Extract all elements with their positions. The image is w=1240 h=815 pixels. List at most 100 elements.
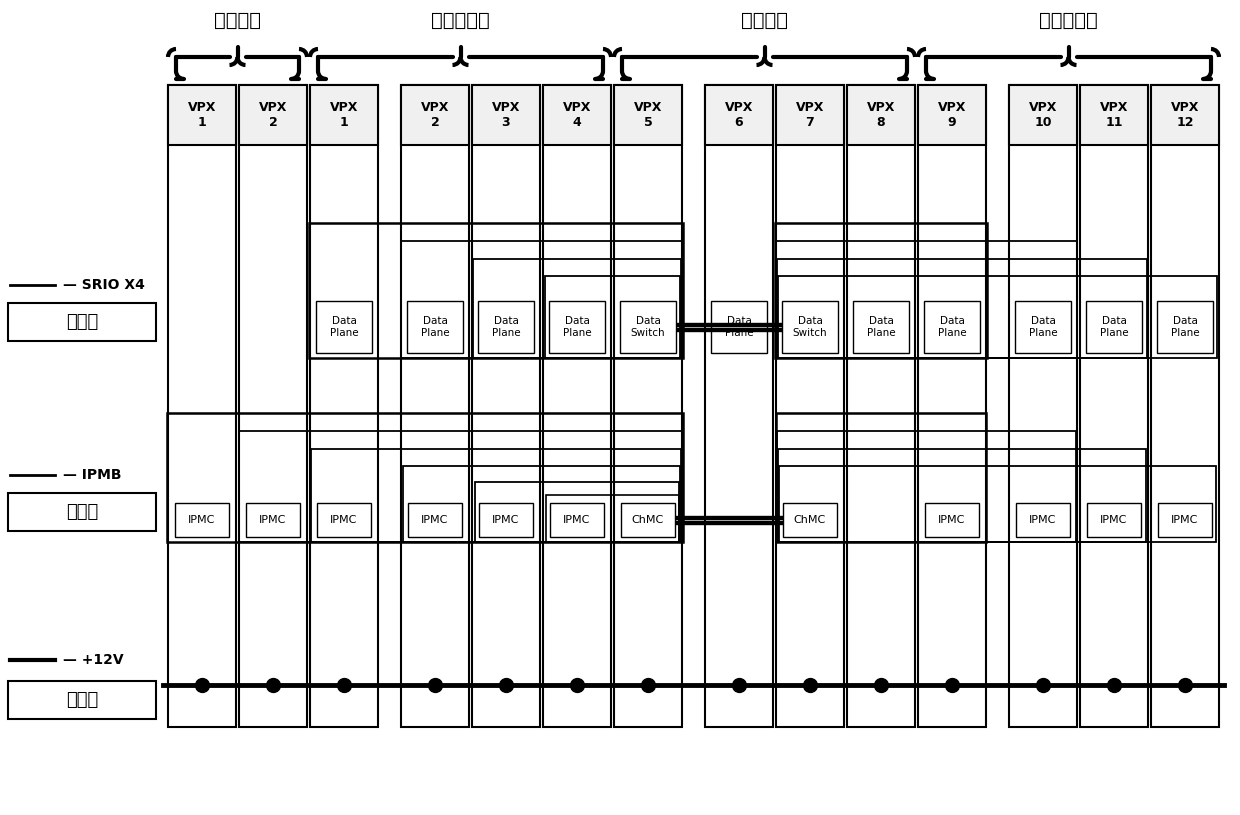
- Text: VPX
11: VPX 11: [1100, 101, 1128, 129]
- Text: IPMC: IPMC: [422, 515, 449, 525]
- Bar: [777, 449, 1146, 542]
- Bar: [782, 301, 838, 353]
- Bar: [1009, 85, 1078, 145]
- Text: Data
Plane: Data Plane: [1171, 316, 1199, 337]
- Bar: [310, 85, 378, 145]
- Bar: [924, 301, 980, 353]
- Text: VPX
10: VPX 10: [1029, 101, 1058, 129]
- Bar: [1151, 85, 1219, 727]
- Text: VPX
6: VPX 6: [725, 101, 753, 129]
- Bar: [1080, 85, 1148, 727]
- Text: VPX
4: VPX 4: [563, 101, 591, 129]
- Bar: [472, 259, 681, 358]
- Bar: [779, 466, 1216, 542]
- Text: Data
Plane: Data Plane: [867, 316, 895, 337]
- Bar: [546, 495, 680, 542]
- Text: 管理层: 管理层: [66, 503, 98, 521]
- Bar: [310, 85, 378, 727]
- Bar: [239, 85, 308, 727]
- Text: Data
Plane: Data Plane: [724, 316, 754, 337]
- Bar: [847, 85, 915, 727]
- Bar: [1016, 503, 1070, 537]
- Text: — IPMB: — IPMB: [63, 468, 122, 482]
- Bar: [706, 85, 773, 727]
- Text: IPMC: IPMC: [492, 515, 520, 525]
- Text: ChMC: ChMC: [794, 515, 826, 525]
- Text: VPX
9: VPX 9: [937, 101, 966, 129]
- Text: Data
Plane: Data Plane: [420, 316, 449, 337]
- Bar: [1157, 301, 1213, 353]
- Bar: [1016, 301, 1071, 353]
- Bar: [847, 85, 915, 145]
- Bar: [477, 301, 534, 353]
- Text: IPMC: IPMC: [259, 515, 286, 525]
- Bar: [7, 681, 156, 719]
- Text: IPMC: IPMC: [1029, 515, 1056, 525]
- Text: 数据层: 数据层: [66, 313, 98, 331]
- Text: VPX
2: VPX 2: [259, 101, 288, 129]
- Bar: [776, 413, 986, 542]
- Bar: [401, 85, 469, 727]
- Text: 交换单元: 交换单元: [742, 11, 787, 29]
- Text: Data
Plane: Data Plane: [937, 316, 966, 337]
- Text: VPX
8: VPX 8: [867, 101, 895, 129]
- Text: IPMC: IPMC: [939, 515, 966, 525]
- Text: VPX
1: VPX 1: [187, 101, 216, 129]
- Text: Data
Switch: Data Switch: [792, 316, 827, 337]
- Text: Data
Plane: Data Plane: [492, 316, 521, 337]
- Bar: [401, 85, 469, 145]
- Bar: [776, 85, 844, 145]
- Bar: [175, 503, 229, 537]
- Bar: [239, 431, 682, 542]
- Bar: [311, 449, 681, 542]
- Bar: [309, 223, 683, 358]
- Bar: [1151, 85, 1219, 145]
- Bar: [246, 503, 300, 537]
- Bar: [7, 303, 156, 341]
- Text: Data
Plane: Data Plane: [1100, 316, 1128, 337]
- Bar: [316, 301, 372, 353]
- Text: — +12V: — +12V: [63, 653, 124, 667]
- Bar: [711, 301, 768, 353]
- Bar: [777, 259, 1147, 358]
- Bar: [1086, 301, 1142, 353]
- Bar: [543, 85, 611, 727]
- Bar: [479, 503, 533, 537]
- Bar: [1087, 503, 1141, 537]
- Bar: [472, 85, 539, 145]
- Bar: [7, 493, 156, 531]
- Bar: [546, 276, 680, 358]
- Text: VPX
12: VPX 12: [1171, 101, 1199, 129]
- Text: Data
Plane: Data Plane: [1029, 316, 1058, 337]
- Text: IPMC: IPMC: [1100, 515, 1127, 525]
- Bar: [239, 85, 308, 145]
- Bar: [775, 223, 987, 358]
- Bar: [317, 503, 371, 537]
- Bar: [167, 85, 236, 145]
- Bar: [776, 241, 1078, 358]
- Text: IPMC: IPMC: [188, 515, 216, 525]
- Bar: [401, 241, 682, 358]
- Bar: [549, 301, 605, 353]
- Bar: [1158, 503, 1211, 537]
- Bar: [403, 466, 680, 542]
- Text: Data
Switch: Data Switch: [631, 316, 666, 337]
- Text: — SRIO X4: — SRIO X4: [63, 278, 145, 292]
- Bar: [543, 85, 611, 145]
- Bar: [782, 503, 837, 537]
- Text: VPX
7: VPX 7: [796, 101, 825, 129]
- Bar: [472, 85, 539, 727]
- Text: 计算机单元: 计算机单元: [432, 11, 490, 29]
- Text: 电源单元: 电源单元: [215, 11, 260, 29]
- Text: ChMC: ChMC: [632, 515, 665, 525]
- Text: VPX
5: VPX 5: [634, 101, 662, 129]
- Text: Data
Plane: Data Plane: [330, 316, 358, 337]
- Bar: [918, 85, 986, 145]
- Text: Data
Plane: Data Plane: [563, 316, 591, 337]
- Text: 公共层: 公共层: [66, 691, 98, 709]
- Bar: [706, 85, 773, 145]
- Bar: [551, 503, 604, 537]
- Text: VPX
1: VPX 1: [330, 101, 358, 129]
- Bar: [853, 301, 909, 353]
- Bar: [777, 431, 1076, 542]
